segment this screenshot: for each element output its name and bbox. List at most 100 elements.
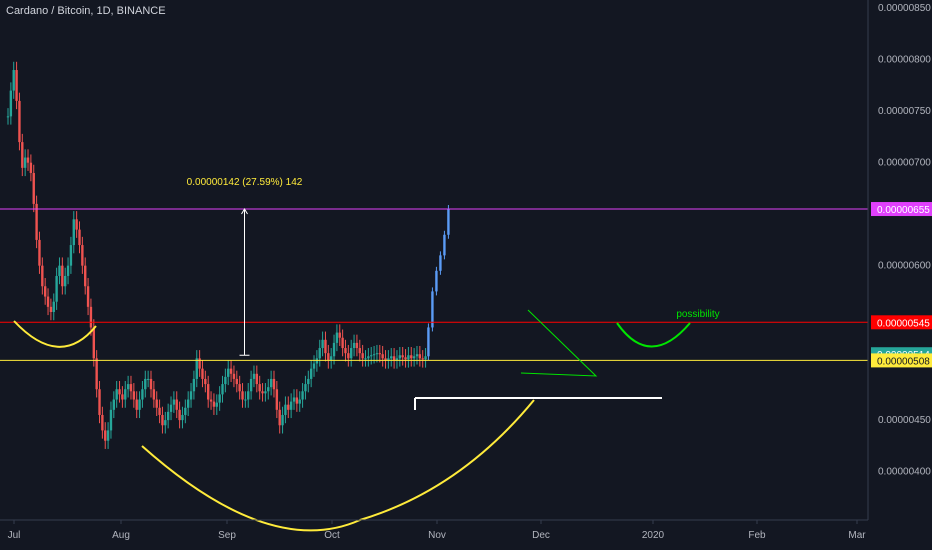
candle-body — [267, 387, 270, 392]
candle-body — [364, 358, 367, 360]
candle-body — [235, 378, 238, 385]
candle-body — [350, 348, 353, 359]
time-tick-label: Aug — [112, 530, 130, 541]
possibility-arc[interactable] — [616, 322, 691, 348]
projection-candle — [443, 234, 446, 256]
candle-body — [109, 409, 113, 431]
candle-body — [358, 348, 361, 354]
candle-body — [392, 356, 396, 361]
candle-body — [238, 384, 241, 392]
candle-body — [292, 397, 296, 402]
candle-body — [32, 172, 35, 204]
candle-body — [275, 389, 279, 410]
candle-body — [95, 358, 98, 390]
candle-body — [278, 409, 281, 426]
candle-body — [9, 90, 13, 117]
candle-body — [23, 157, 27, 168]
candle-body — [61, 265, 64, 287]
candle-body — [149, 378, 153, 390]
candle-body — [321, 339, 324, 349]
candle-body — [164, 420, 167, 426]
candle-body — [375, 353, 379, 355]
price-badge-bg-yellow — [871, 353, 932, 368]
candle-body — [387, 358, 390, 361]
candle-body — [186, 399, 190, 408]
candle-body — [6, 116, 10, 118]
candle-body — [132, 391, 136, 400]
candle-body — [381, 354, 384, 359]
candle-body — [75, 219, 78, 230]
time-tick-label: Nov — [428, 530, 446, 541]
candle-body — [121, 394, 124, 400]
candle-body — [341, 337, 344, 349]
candle-body — [46, 296, 50, 307]
candle-body — [175, 399, 178, 410]
candle-body — [26, 157, 30, 163]
candle-body — [207, 384, 210, 400]
left-shoulder-arc[interactable] — [13, 320, 97, 348]
candle-body — [98, 389, 101, 415]
candle-body — [378, 353, 381, 355]
candle-body — [29, 162, 33, 173]
price-tick-label: 0.00000400 — [878, 467, 931, 478]
candle-body — [89, 306, 93, 328]
candle-body — [58, 265, 61, 276]
price-badge-red: 0.00000545 — [877, 318, 930, 329]
candle-body — [244, 399, 247, 401]
candle-body — [327, 353, 330, 361]
candle-body — [315, 358, 319, 364]
candles-layer — [6, 61, 450, 449]
candle-body — [158, 407, 161, 415]
candle-body — [118, 389, 121, 395]
candle-body — [49, 306, 53, 312]
candle-body — [135, 399, 138, 410]
time-tick-label: Mar — [848, 530, 866, 541]
candle-body — [218, 394, 221, 403]
time-tick-label: 2020 — [642, 530, 665, 541]
candle-body — [169, 404, 173, 412]
candle-body — [43, 286, 47, 297]
candle-body — [181, 414, 184, 421]
candle-body — [367, 356, 370, 359]
candle-body — [92, 327, 95, 359]
candle-body — [255, 373, 259, 385]
candle-body — [361, 353, 364, 359]
candle-body — [152, 389, 156, 400]
candle-body — [204, 378, 207, 385]
candle-body — [104, 430, 107, 441]
candle-body — [86, 286, 90, 307]
possibility-label: possibility — [676, 309, 719, 320]
candle-body — [146, 378, 150, 380]
time-axis[interactable]: Jul Aug Sep Oct Nov Dec 2020 Feb Mar — [8, 520, 867, 541]
candle-body — [329, 356, 333, 361]
candle-body — [35, 203, 38, 240]
candle-body — [284, 404, 287, 415]
projection-candle — [431, 291, 434, 328]
candle-body — [215, 402, 218, 407]
candle-body — [138, 399, 141, 410]
chart-title: Cardano / Bitcoin, 1D, BINANCE — [6, 5, 166, 17]
candle-body — [370, 355, 373, 357]
candle-body — [352, 342, 356, 349]
time-tick-label: Sep — [218, 530, 236, 541]
candle-body — [410, 355, 413, 359]
candle-body — [418, 354, 422, 359]
price-axis[interactable]: 0.00000850 0.00000800 0.00000750 0.00000700… — [878, 3, 931, 477]
candle-body — [221, 384, 224, 395]
candle-body — [424, 356, 427, 360]
candle-body — [404, 357, 407, 360]
time-tick-label: Dec — [532, 530, 550, 541]
measure-arrow-head — [241, 208, 248, 215]
candle-body — [281, 414, 284, 426]
triangle-pattern[interactable] — [520, 309, 598, 377]
price-tick-label: 0.00000750 — [878, 106, 931, 117]
candle-body — [372, 354, 376, 356]
time-tick-label: Oct — [324, 530, 340, 541]
price-tick-label: 0.00000850 — [878, 3, 931, 14]
candle-body — [84, 265, 87, 287]
candle-body — [69, 245, 73, 266]
candle-body — [347, 353, 350, 359]
candle-body — [12, 70, 15, 91]
candle-body — [261, 391, 264, 394]
